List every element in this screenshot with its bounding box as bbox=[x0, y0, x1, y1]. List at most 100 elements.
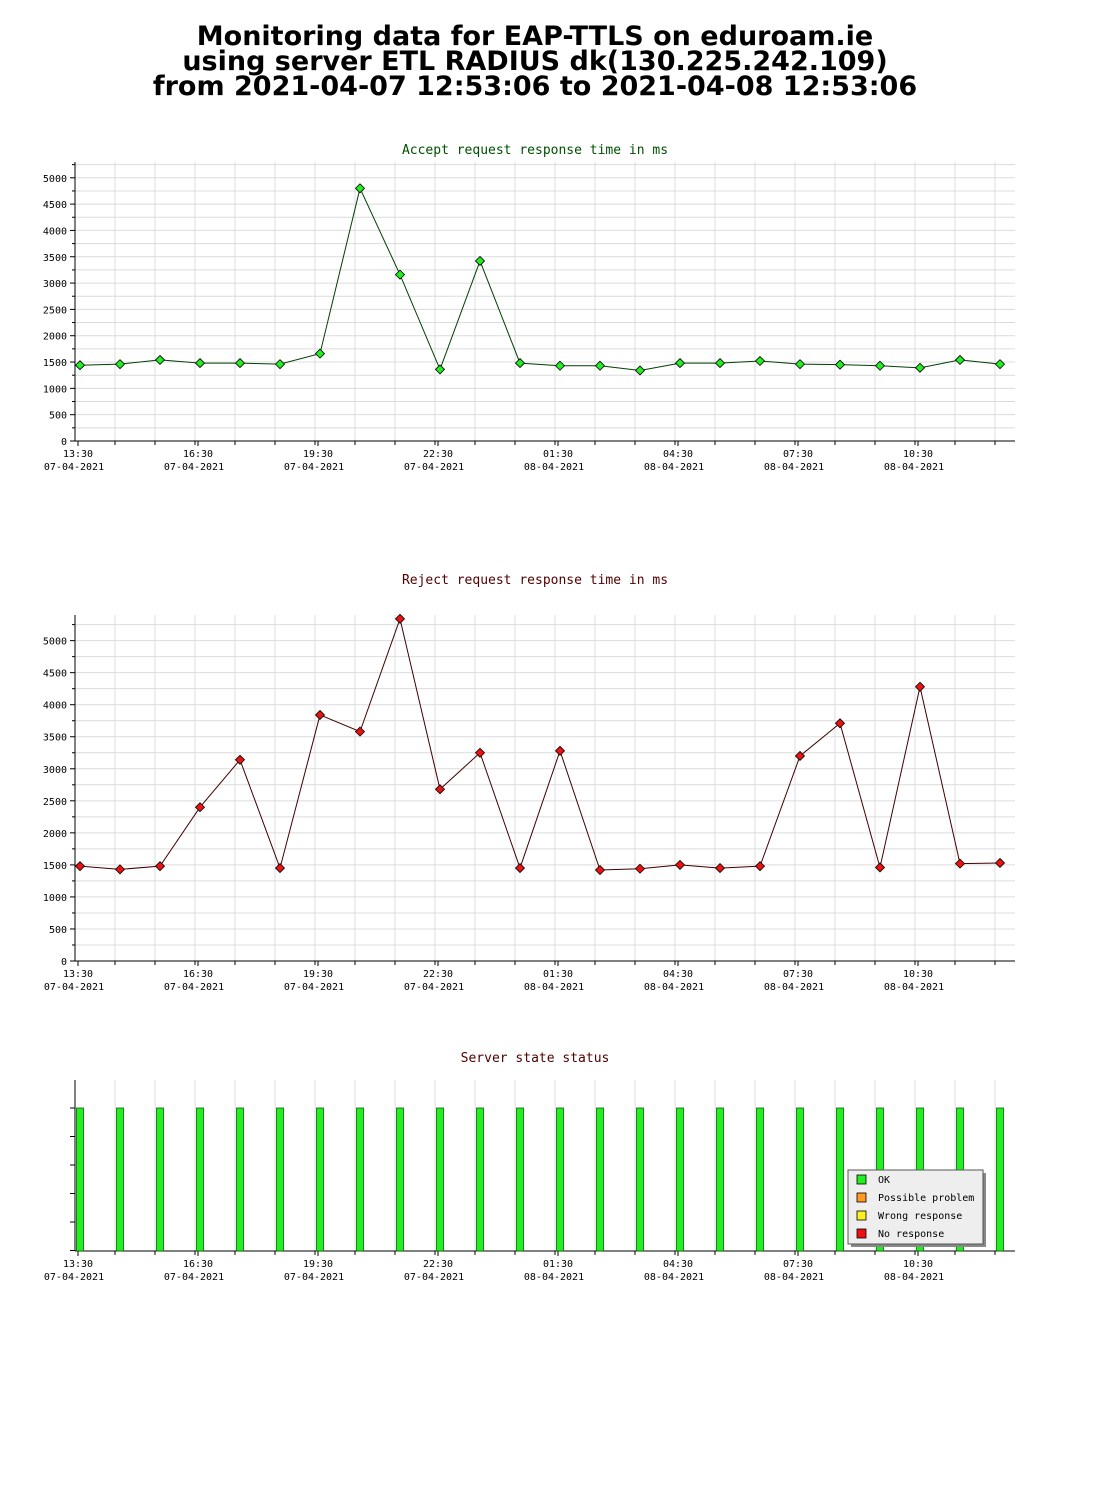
chart-title: Accept request response time in ms bbox=[402, 143, 668, 158]
x-tick-label-date: 07-04-2021 bbox=[44, 982, 104, 993]
x-tick-label-date: 08-04-2021 bbox=[764, 462, 824, 473]
data-point bbox=[634, 863, 646, 874]
status-bar bbox=[556, 1107, 564, 1252]
chart-title: Server state status bbox=[461, 1051, 610, 1066]
y-tick-label: 4500 bbox=[43, 669, 67, 680]
data-point bbox=[874, 862, 886, 873]
accept-response-chart: Accept request response time in ms 13:30 0… bbox=[43, 143, 1015, 473]
x-tick-label-time: 04:30 bbox=[663, 449, 693, 460]
x-tick-label-date: 07-04-2021 bbox=[164, 462, 224, 473]
data-point bbox=[314, 348, 326, 359]
y-tick-label: 5000 bbox=[43, 174, 67, 185]
y-tick-label: 5000 bbox=[43, 637, 67, 648]
y-tick-label: 1500 bbox=[43, 358, 67, 369]
y-tick-label: 1500 bbox=[43, 861, 67, 872]
data-point bbox=[954, 354, 966, 365]
data-point bbox=[754, 861, 766, 872]
x-tick-label-time: 01:30 bbox=[543, 1259, 573, 1270]
y-tick-label: 4000 bbox=[43, 226, 67, 237]
status-bar bbox=[276, 1107, 284, 1252]
x-tick-label-time: 04:30 bbox=[663, 1259, 693, 1270]
y-tick-label: 1000 bbox=[43, 384, 67, 395]
x-tick-label-time: 10:30 bbox=[903, 449, 933, 460]
x-tick-label-time: 16:30 bbox=[183, 449, 213, 460]
x-tick-label-time: 13:30 bbox=[63, 1259, 93, 1270]
data-point bbox=[194, 802, 206, 813]
data-point bbox=[234, 358, 246, 369]
x-tick-label-time: 10:30 bbox=[903, 969, 933, 980]
data-point bbox=[834, 718, 846, 729]
x-tick-label-time: 22:30 bbox=[423, 1259, 453, 1270]
data-point bbox=[714, 358, 726, 369]
x-tick-label-time: 22:30 bbox=[423, 449, 453, 460]
x-tick-label-time: 16:30 bbox=[183, 1259, 213, 1270]
y-tick-label: 2500 bbox=[43, 305, 67, 316]
data-point bbox=[674, 859, 686, 870]
data-point bbox=[554, 360, 566, 371]
data-point bbox=[434, 364, 446, 375]
server-state-chart: Server state status 13:30 07-04-2021 16:30 0… bbox=[44, 1051, 1015, 1283]
data-point bbox=[994, 359, 1006, 370]
status-bar bbox=[996, 1107, 1004, 1252]
page-title-line-3: from 2021-04-07 12:53:06 to 2021-04-08 1… bbox=[152, 71, 918, 102]
x-tick-label-time: 19:30 bbox=[303, 969, 333, 980]
x-tick-label-date: 08-04-2021 bbox=[764, 1272, 824, 1283]
data-point bbox=[394, 613, 406, 624]
status-bar bbox=[316, 1107, 324, 1252]
x-tick-label-date: 07-04-2021 bbox=[404, 462, 464, 473]
data-point bbox=[514, 863, 526, 874]
data-point bbox=[274, 359, 286, 370]
x-tick-label-date: 08-04-2021 bbox=[524, 462, 584, 473]
x-tick-label-date: 07-04-2021 bbox=[44, 462, 104, 473]
x-tick-label-time: 10:30 bbox=[903, 1259, 933, 1270]
legend-box bbox=[847, 1169, 984, 1245]
y-tick-label: 0 bbox=[61, 957, 67, 968]
x-tick-label-time: 04:30 bbox=[663, 969, 693, 980]
status-bar bbox=[236, 1107, 244, 1252]
data-point bbox=[954, 858, 966, 869]
x-tick-label-date: 07-04-2021 bbox=[284, 982, 344, 993]
status-bar bbox=[436, 1107, 444, 1252]
data-point bbox=[834, 359, 846, 370]
x-tick-label-date: 08-04-2021 bbox=[764, 982, 824, 993]
reject-response-chart: Reject request response time in ms13:300… bbox=[43, 573, 1015, 993]
y-tick-label: 2000 bbox=[43, 829, 67, 840]
status-bar bbox=[676, 1107, 684, 1252]
y-tick-label: 500 bbox=[49, 411, 67, 422]
legend-label: OK bbox=[878, 1175, 890, 1186]
status-bar bbox=[796, 1107, 804, 1252]
page-title-line-1: Monitoring data for EAP-TTLS on eduroam.… bbox=[196, 21, 874, 52]
status-bar bbox=[116, 1107, 124, 1252]
page-title: Monitoring data for EAP-TTLS on eduroam.… bbox=[0, 21, 1070, 102]
y-tick-label: 1000 bbox=[43, 893, 67, 904]
data-point bbox=[794, 359, 806, 370]
x-tick-label-time: 19:30 bbox=[303, 1259, 333, 1270]
x-tick-label-time: 13:30 bbox=[63, 449, 93, 460]
x-tick-label-date: 08-04-2021 bbox=[644, 1272, 704, 1283]
page-title-line-2: using server ETL RADIUS dk(130.225.242.1… bbox=[182, 46, 888, 77]
data-point bbox=[474, 255, 486, 267]
legend-label: No response bbox=[878, 1229, 944, 1240]
data-point bbox=[314, 709, 326, 721]
chart-title: Reject request response time in ms bbox=[402, 573, 668, 588]
x-tick-label-date: 07-04-2021 bbox=[164, 982, 224, 993]
status-bar bbox=[716, 1107, 724, 1252]
x-tick-label-date: 08-04-2021 bbox=[524, 1272, 584, 1283]
data-point bbox=[154, 861, 166, 872]
status-bar bbox=[156, 1107, 164, 1252]
data-point bbox=[474, 747, 486, 758]
y-tick-label: 4500 bbox=[43, 200, 67, 211]
legend-swatch bbox=[856, 1210, 867, 1221]
x-tick-label-date: 08-04-2021 bbox=[644, 462, 704, 473]
data-point bbox=[74, 360, 86, 371]
data-point bbox=[714, 863, 726, 874]
data-point bbox=[114, 864, 126, 875]
x-tick-label-date: 07-04-2021 bbox=[404, 982, 464, 993]
y-tick-label: 4000 bbox=[43, 701, 67, 712]
data-point bbox=[354, 726, 366, 737]
x-tick-label-date: 08-04-2021 bbox=[644, 982, 704, 993]
status-bar bbox=[396, 1107, 404, 1252]
status-bar bbox=[76, 1107, 84, 1252]
status-bar bbox=[636, 1107, 644, 1252]
data-point bbox=[154, 354, 166, 365]
